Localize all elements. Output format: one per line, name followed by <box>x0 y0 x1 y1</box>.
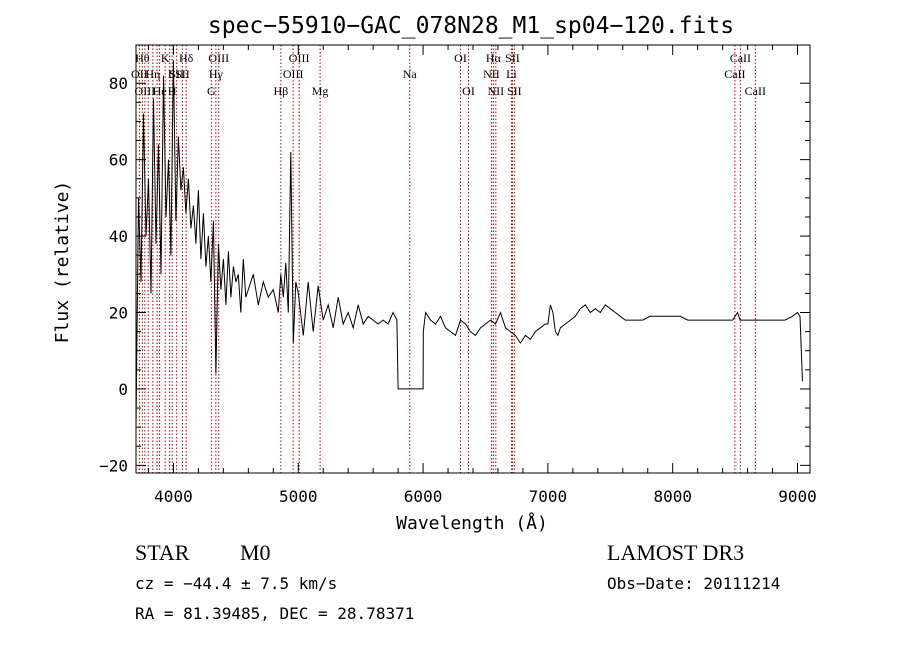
line-label: Mg <box>312 84 329 98</box>
spectral-line-markers <box>138 45 756 473</box>
line-label: SII <box>175 67 190 81</box>
x-axis-ticks: 4000 5000 6000 7000 8000 9000 <box>147 45 817 506</box>
line-label: OIII <box>135 84 156 98</box>
y-tick-label: −20 <box>99 456 128 475</box>
observation-date: Obs−Date: 20111214 <box>607 574 780 593</box>
line-label: Hβ <box>274 84 289 98</box>
line-label: OIII <box>208 51 229 65</box>
line-label: G <box>207 84 216 98</box>
line-label: CaII <box>724 67 745 81</box>
line-label: OIII <box>289 51 310 65</box>
line-label: NII <box>483 67 500 81</box>
line-label: OIII <box>283 67 304 81</box>
line-label: SII <box>505 51 520 65</box>
y-tick-label: 80 <box>109 74 128 93</box>
line-label: Hθ <box>135 51 150 65</box>
x-tick-label: 4000 <box>154 487 193 506</box>
y-axis-ticks: −20 0 20 40 60 80 <box>99 74 810 475</box>
spectral-line-labels: OII Hθ OIII Hη He KIH SII SII Hδ G Hγ OIII Hβ OIII OII… <box>131 51 766 98</box>
line-label: Hγ <box>209 67 224 81</box>
ra-dec: RA = 81.39485, DEC = 28.78371 <box>135 604 414 623</box>
redshift-cz: cz = −44.4 ± 7.5 km/s <box>135 574 337 593</box>
line-label: OI <box>462 84 475 98</box>
line-label: Hα <box>486 51 502 65</box>
spectrum-line <box>135 60 803 428</box>
object-class: STAR <box>135 540 190 565</box>
object-subclass: M0 <box>240 540 271 565</box>
survey-name: LAMOST DR3 <box>607 540 744 565</box>
line-label: CaII <box>745 84 766 98</box>
x-tick-label: 6000 <box>404 487 443 506</box>
line-label: NII <box>488 84 505 98</box>
y-tick-label: 40 <box>109 227 128 246</box>
y-tick-label: 0 <box>118 380 128 399</box>
line-label: OII <box>131 67 148 81</box>
line-label: Na <box>403 67 418 81</box>
chart-title: spec−55910−GAC_078N28_M1_sp04−120.fits <box>208 13 734 39</box>
y-tick-label: 20 <box>109 304 128 323</box>
line-label: H <box>168 84 177 98</box>
line-label: K <box>161 51 170 65</box>
y-axis-label: Flux (relative) <box>52 181 73 344</box>
y-tick-label: 60 <box>109 151 128 170</box>
x-tick-label: 9000 <box>778 487 817 506</box>
line-label: OI <box>454 51 467 65</box>
x-tick-label: 8000 <box>653 487 692 506</box>
plot-frame <box>135 44 811 474</box>
x-tick-label: 7000 <box>529 487 568 506</box>
x-tick-label: 5000 <box>279 487 318 506</box>
line-label: Hη <box>145 67 160 81</box>
line-label: Li <box>506 67 517 81</box>
x-axis-label: Wavelength (Å) <box>396 512 548 534</box>
line-label: I <box>168 67 172 81</box>
line-label: SII <box>507 84 522 98</box>
line-label: CaII <box>730 51 751 65</box>
line-label: Hδ <box>179 51 194 65</box>
line-label: He <box>153 84 167 98</box>
